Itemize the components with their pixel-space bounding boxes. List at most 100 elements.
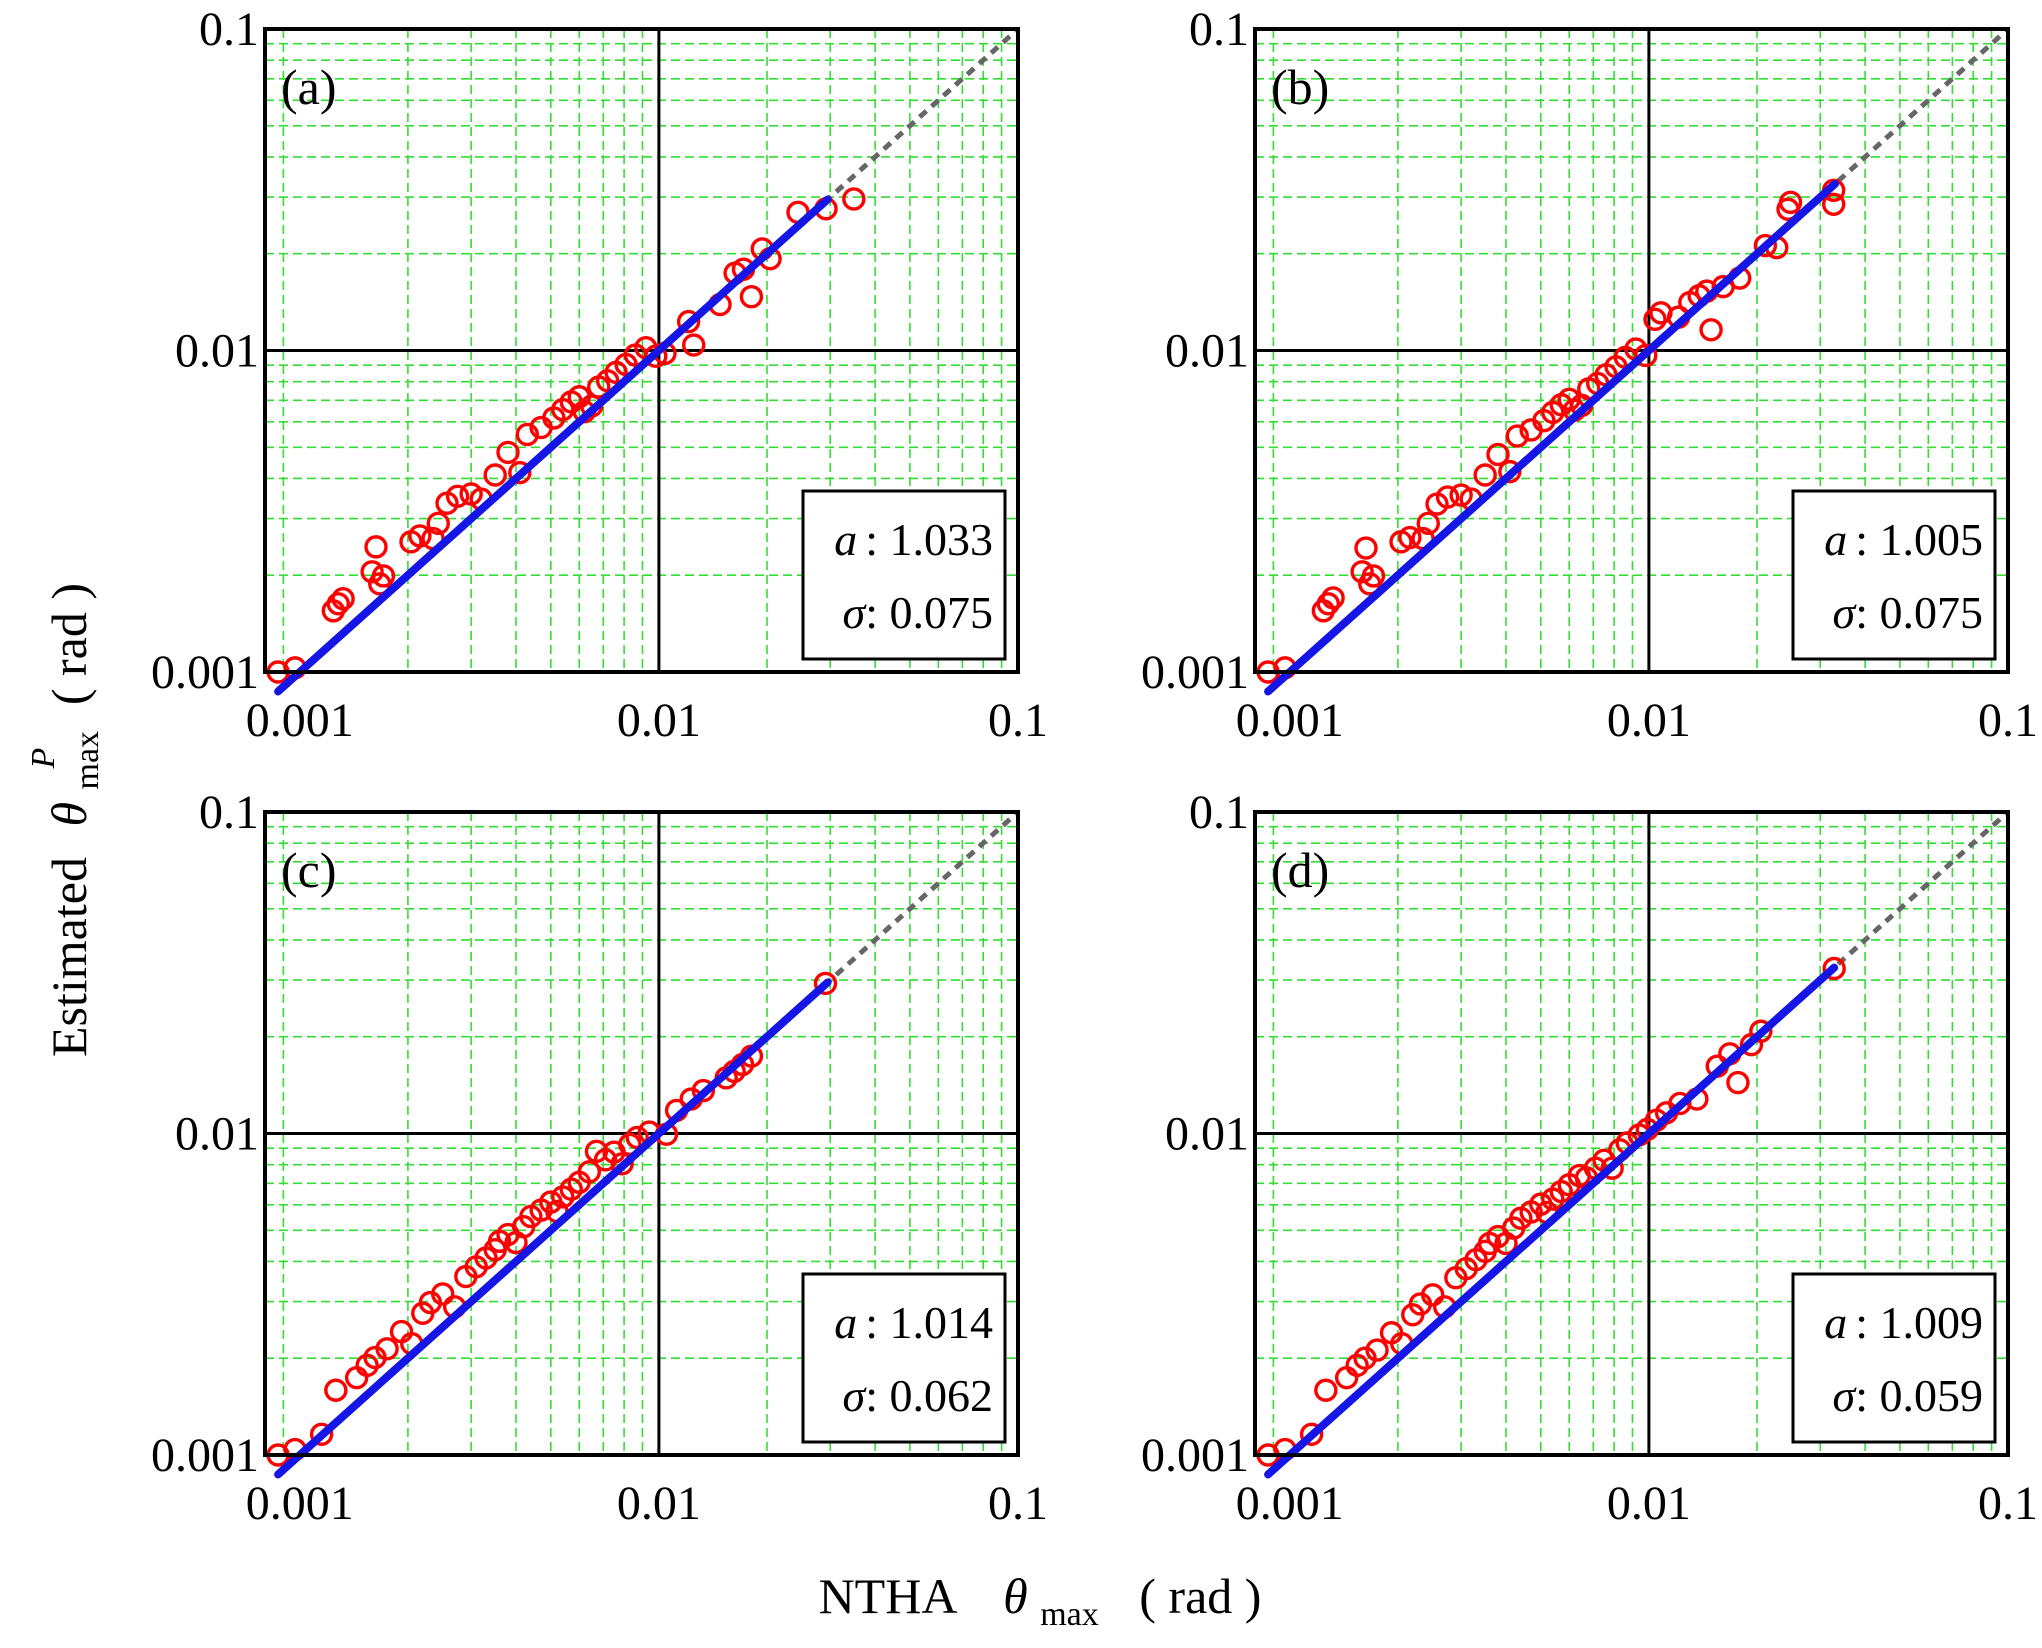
data-point xyxy=(577,1160,601,1184)
x-tick-label: 0.01 xyxy=(1607,694,1691,747)
x-tick-label: 0.001 xyxy=(1236,694,1344,747)
y-tick-labels: 0.001 0.01 0.1 xyxy=(151,3,259,699)
x-tick-label: 0.1 xyxy=(1978,1477,2038,1530)
data-point xyxy=(813,971,838,996)
data-point xyxy=(1316,592,1340,616)
y-axis-title-symbol: θ xyxy=(41,802,97,827)
x-tick-label: 0.01 xyxy=(617,694,701,747)
data-point xyxy=(355,1353,379,1378)
data-point xyxy=(1821,192,1846,216)
stats-box: a: 1.005 σ: 0.075 xyxy=(1791,489,1997,661)
y-tick-label: 0.01 xyxy=(1165,325,1249,378)
fit-line xyxy=(274,978,832,1479)
data-point xyxy=(682,333,706,357)
x-tick-labels: 0.001 0.01 0.1 xyxy=(1236,694,2038,747)
y-tick-label: 0.001 xyxy=(151,1429,259,1482)
data-point xyxy=(1398,525,1422,550)
y-tick-label: 0.01 xyxy=(175,325,259,378)
fit-line xyxy=(274,195,832,696)
data-point xyxy=(426,511,450,536)
stats-box: a: 1.014 σ: 0.062 xyxy=(801,1272,1007,1444)
plot-frame xyxy=(1253,27,2010,674)
fit-line xyxy=(1264,963,1839,1479)
x-tick-labels: 0.001 0.01 0.1 xyxy=(1236,1477,2038,1530)
y-axis-title-superscript: P xyxy=(25,748,62,770)
stat-a-value: : 1.033 xyxy=(865,514,993,565)
x-tick-label: 0.001 xyxy=(1236,1477,1344,1530)
y-axis-title-prefix: Estimated xyxy=(41,857,97,1057)
data-point xyxy=(483,463,507,487)
data-point xyxy=(344,1365,369,1390)
data-point xyxy=(445,484,470,508)
stat-a-symbol: a xyxy=(834,1297,857,1348)
data-point xyxy=(1354,536,1378,560)
plot-frame xyxy=(263,810,1020,1457)
stat-a: a: 1.033 xyxy=(834,514,993,565)
data-point xyxy=(1299,1422,1324,1446)
data-point xyxy=(431,1282,455,1306)
data-point xyxy=(1557,387,1581,412)
svg-text:Estimated θ max: Estimated θ max P ( rad ) xyxy=(9,583,109,1057)
data-point xyxy=(1668,1091,1692,1116)
y-tick-label: 0.1 xyxy=(1189,786,1249,839)
y-tick-labels: 0.001 0.01 0.1 xyxy=(1141,786,1249,1482)
data-point xyxy=(1314,1378,1338,1402)
data-point xyxy=(676,309,701,334)
x-axis-title-unit: ( rad ) xyxy=(1139,1568,1261,1624)
x-tick-label: 0.01 xyxy=(617,1477,701,1530)
data-point xyxy=(1643,307,1667,332)
panel-d: 0.001 0.01 0.1 0.001 0.01 0.1 (d) a: 1.009 σ: 0.… xyxy=(1141,786,2038,1530)
y-tick-label: 0.1 xyxy=(1189,3,1249,56)
data-point xyxy=(1726,1070,1750,1095)
data-point xyxy=(1473,463,1497,487)
stats-box-border xyxy=(1791,1272,1997,1444)
data-point xyxy=(1822,956,1846,981)
y-axis-title-unit: ( rad ) xyxy=(41,583,97,705)
fit-line xyxy=(1264,179,1840,696)
data-point xyxy=(360,560,384,584)
panel-label: (c) xyxy=(281,842,337,898)
y-axis-title: Estimated θ max P ( rad ) xyxy=(9,583,109,1057)
data-point xyxy=(625,1125,649,1150)
stat-sigma-symbol: σ xyxy=(843,1370,868,1421)
x-tick-label: 0.01 xyxy=(1607,1477,1691,1530)
data-point xyxy=(309,1422,334,1446)
data-point xyxy=(1749,1019,1773,1043)
x-tick-label: 0.001 xyxy=(246,1477,354,1530)
stat-sigma-symbol: σ xyxy=(1833,587,1858,638)
panel-a: 0.001 0.01 0.1 0.001 0.01 0.1 (a) a: 1.033 σ: 0.… xyxy=(151,3,1048,747)
x-axis-title-subscript: max xyxy=(1040,1596,1099,1633)
x-axis-title-prefix: NTHA xyxy=(819,1568,958,1624)
x-tick-labels: 0.001 0.01 0.1 xyxy=(246,694,1048,747)
stat-a-symbol: a xyxy=(1824,514,1847,565)
data-point xyxy=(1321,586,1345,610)
data-point xyxy=(324,1378,348,1402)
x-tick-label: 0.001 xyxy=(246,694,354,747)
y-tick-label: 0.1 xyxy=(199,3,259,56)
data-point xyxy=(508,460,532,485)
data-point xyxy=(408,524,432,548)
y-tick-labels: 0.001 0.01 0.1 xyxy=(1141,3,1249,699)
data-point xyxy=(1350,560,1374,584)
stat-a-symbol: a xyxy=(1824,1297,1847,1348)
plot-frame xyxy=(263,27,1020,674)
data-point xyxy=(1361,564,1386,588)
stat-a: a: 1.014 xyxy=(834,1297,993,1348)
x-axis-title: NTHA θ max ( rad ) xyxy=(819,1568,1262,1636)
stat-a-value: : 1.014 xyxy=(865,1297,993,1348)
data-point xyxy=(1498,459,1522,484)
data-point xyxy=(691,1078,716,1103)
data-point xyxy=(1416,511,1440,536)
data-point xyxy=(1421,1283,1445,1307)
stat-sigma-value: : 0.062 xyxy=(865,1370,993,1421)
data-point xyxy=(1365,1338,1389,1362)
y-tick-label: 0.001 xyxy=(1141,1429,1249,1482)
data-point xyxy=(1334,1365,1359,1390)
x-tick-label: 0.1 xyxy=(988,694,1048,747)
x-tick-labels: 0.001 0.01 0.1 xyxy=(246,1477,1048,1530)
stat-a-symbol: a xyxy=(834,514,857,565)
data-point xyxy=(1699,318,1723,342)
data-point xyxy=(1753,233,1778,258)
panel-label: (a) xyxy=(281,59,337,115)
